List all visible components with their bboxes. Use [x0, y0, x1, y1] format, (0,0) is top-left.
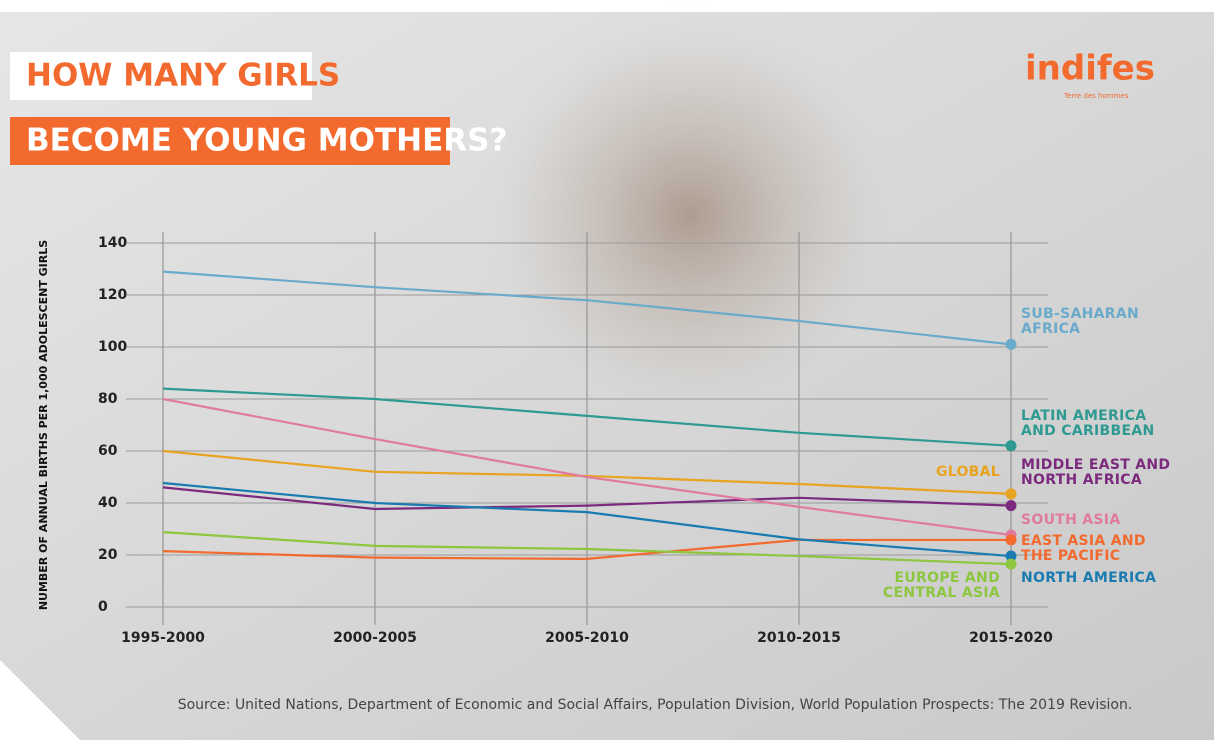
series-label: LATIN AMERICA AND CARIBBEAN: [1021, 408, 1155, 439]
series-line: [162, 387, 1012, 447]
subtitle-box: [10, 117, 450, 165]
chart-subtitle: BECOME YOUNG MOTHERS?: [26, 123, 507, 159]
x-tick-label: 2005-2010: [545, 630, 629, 646]
series-line: [162, 481, 1012, 558]
end-point: [1005, 488, 1017, 500]
chart-title: HOW MANY GIRLS: [26, 58, 340, 94]
y-tick-label: 60: [98, 443, 118, 459]
x-tick-label: 2015-2020: [969, 630, 1053, 646]
y-axis-label: NUMBER OF ANNUAL BIRTHS PER 1,000 ADOLES…: [37, 240, 50, 610]
series-label: EAST ASIA AND THE PACIFIC: [1021, 533, 1146, 564]
end-point: [1005, 500, 1017, 512]
y-tick-label: 100: [98, 339, 127, 355]
end-point: [1005, 550, 1017, 562]
x-tick-label: 2000-2005: [333, 630, 417, 646]
end-point: [1005, 558, 1017, 570]
y-tick-label: 140: [98, 235, 127, 251]
logo: indifes: [1025, 49, 1155, 89]
series-line: [162, 486, 1012, 511]
x-tick-label: 1995-2000: [121, 630, 205, 646]
series-label: MIDDLE EAST AND NORTH AFRICA: [1021, 457, 1171, 488]
end-point: [1005, 338, 1017, 350]
series-line: [162, 531, 1012, 566]
y-tick-label: 120: [98, 287, 127, 303]
x-tick-label: 2010-2015: [757, 630, 841, 646]
series-line: [162, 538, 1011, 561]
series-label: NORTH AMERICA: [1021, 570, 1157, 586]
series-label: GLOBAL: [935, 464, 1000, 480]
series-line: [162, 397, 1012, 537]
series-line: [162, 270, 1012, 346]
photo: [475, 5, 905, 425]
y-tick-label: 0: [98, 599, 108, 615]
y-tick-label: 20: [98, 547, 118, 563]
end-point: [1005, 534, 1017, 546]
series-label: EUROPE AND CENTRAL ASIA: [882, 570, 1000, 601]
y-tick-label: 40: [98, 495, 118, 511]
title-box: [10, 52, 312, 100]
source: Source: United Nations, Department of Ec…: [178, 697, 1133, 713]
series-label: SOUTH ASIA: [1021, 512, 1121, 528]
logo-sub: Terre des hommes: [1063, 92, 1129, 100]
series-label: SUB-SAHARAN AFRICA: [1021, 306, 1140, 337]
y-tick-label: 80: [98, 391, 118, 407]
end-point: [1005, 440, 1017, 452]
